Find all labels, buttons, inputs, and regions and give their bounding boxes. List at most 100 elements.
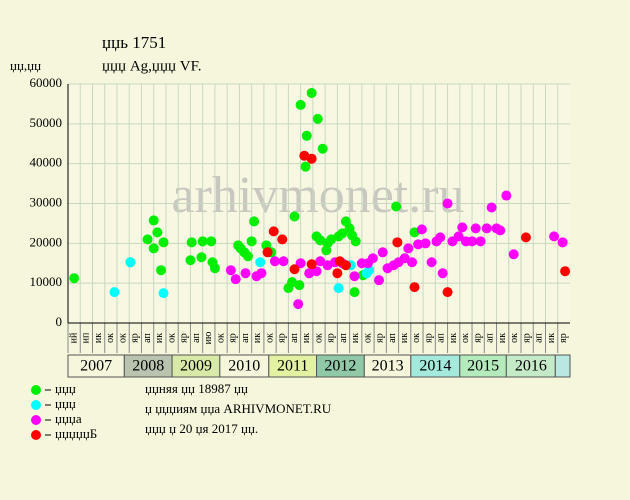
point [481, 223, 492, 234]
chart-title: џџь 1751 [102, 33, 166, 52]
x-tick-label: ию [203, 331, 214, 344]
point [249, 216, 260, 227]
x-tick-label: яр [472, 333, 483, 343]
point [186, 237, 197, 248]
point [158, 237, 169, 248]
x-tick-label: ок [313, 333, 324, 343]
year-label: 2009 [180, 358, 212, 375]
x-tick-label: ик [93, 333, 104, 343]
point [156, 265, 167, 276]
point [373, 275, 384, 286]
y-tick-label: 30000 [30, 194, 63, 209]
point [148, 243, 159, 254]
point [300, 161, 311, 172]
x-tick-label: ип [81, 332, 92, 343]
point [508, 249, 519, 260]
x-tick-label: яр [277, 333, 288, 343]
point [403, 243, 414, 254]
point [277, 234, 288, 245]
x-tick-label: ап [436, 333, 447, 343]
point [470, 223, 481, 234]
point [294, 280, 305, 291]
point [301, 130, 312, 141]
x-tick-label: яр [423, 333, 434, 343]
point [306, 87, 317, 98]
x-tick-label: ок [117, 333, 128, 343]
point [293, 299, 304, 310]
y-tick-label: 50000 [30, 115, 63, 130]
point [549, 231, 560, 242]
point [306, 153, 317, 164]
y-axis-label: џџ,џџ [10, 58, 41, 73]
x-tick-label: яр [326, 333, 337, 343]
x-tick-label: ик [497, 333, 508, 343]
year-label: 2012 [324, 358, 356, 375]
point [158, 288, 169, 299]
x-tick-label: ик [301, 333, 312, 343]
point [246, 236, 257, 247]
x-tick-label: ок [460, 333, 471, 343]
x-tick-label: ок [411, 333, 422, 343]
point [426, 257, 437, 268]
legend-label: џџџџџБ [55, 426, 97, 441]
point [312, 113, 323, 124]
x-tick-label: яр [375, 333, 386, 343]
point [125, 257, 136, 268]
point [255, 257, 266, 268]
point [262, 247, 273, 258]
x-tick-label: ик [448, 333, 459, 343]
point [420, 238, 431, 249]
year-label: 2008 [132, 358, 164, 375]
point [475, 236, 486, 247]
point [185, 255, 196, 266]
x-tick-label: ок [105, 333, 116, 343]
point [152, 227, 163, 238]
point [391, 201, 402, 212]
legend-label: џџџ [55, 381, 76, 396]
x-tick-label: яр [228, 333, 239, 343]
watermark: arhivmonet.ru [171, 167, 464, 224]
x-tick-label: ап [240, 333, 251, 343]
y-tick-label: 60000 [30, 75, 63, 90]
x-tick-label: яр [558, 333, 569, 343]
point [416, 224, 427, 235]
point [495, 225, 506, 236]
year-label: 2014 [419, 358, 451, 375]
point [209, 263, 220, 274]
x-tick-label: ап [485, 333, 496, 343]
point [306, 259, 317, 270]
x-tick-label: ап [142, 333, 153, 343]
y-tick-label: 10000 [30, 274, 63, 289]
year-cell [554, 354, 571, 378]
point [269, 256, 280, 267]
point [268, 226, 279, 237]
x-tick-label: ап [289, 333, 300, 343]
point [467, 236, 478, 247]
point [295, 99, 306, 110]
x-tick-label: ий [68, 332, 79, 343]
point [409, 282, 420, 293]
point [332, 268, 343, 279]
x-tick-label: ап [191, 333, 202, 343]
point [367, 253, 378, 264]
x-tick-label: ок [264, 333, 275, 343]
point [457, 222, 468, 233]
legend-marker [31, 430, 41, 440]
point [349, 271, 360, 282]
point [520, 232, 531, 243]
point [392, 237, 403, 248]
point [377, 247, 388, 258]
y-tick-label: 0 [56, 314, 63, 329]
point [340, 260, 351, 271]
x-tick-label: яр [521, 333, 532, 343]
x-tick-label: ап [338, 333, 349, 343]
point [225, 265, 236, 276]
x-tick-label: ик [252, 333, 263, 343]
x-tick-label: ик [154, 333, 165, 343]
point [295, 258, 306, 269]
year-label: 2015 [467, 358, 499, 375]
point [349, 287, 360, 298]
point [206, 236, 217, 247]
point [289, 264, 300, 275]
chart-subtitle: џџџ Ag,џџџ VF. [102, 58, 201, 74]
